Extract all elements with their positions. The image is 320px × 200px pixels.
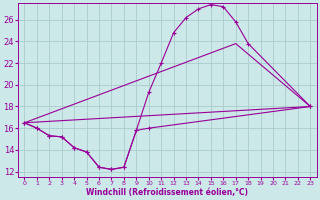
X-axis label: Windchill (Refroidissement éolien,°C): Windchill (Refroidissement éolien,°C) xyxy=(86,188,248,197)
